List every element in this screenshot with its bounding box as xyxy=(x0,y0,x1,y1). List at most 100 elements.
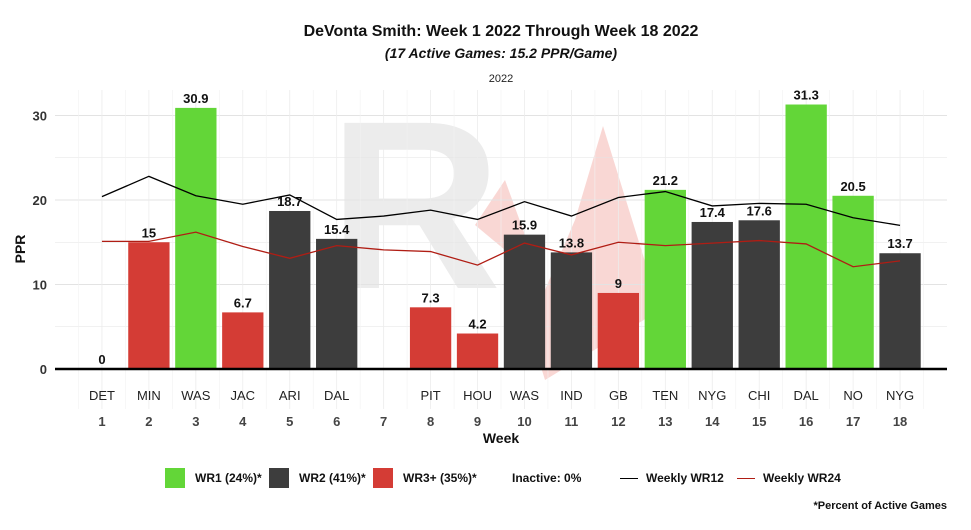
series-line-wr12 xyxy=(101,175,901,226)
bars xyxy=(128,104,921,370)
value-label: 21.2 xyxy=(653,173,678,188)
value-label: 13.7 xyxy=(887,236,912,251)
bar-week-4 xyxy=(222,312,264,369)
legend-swatch-wr3 xyxy=(373,468,393,488)
chart-svg: R 01530.96.718.715.47.34.215.913.8921.21… xyxy=(12,71,947,446)
bar-week-5 xyxy=(269,210,311,369)
x-tick-opponent: CHI xyxy=(748,388,770,403)
x-tick-opponent: WAS xyxy=(510,388,539,403)
value-label: 20.5 xyxy=(840,179,865,194)
x-tick-week: 4 xyxy=(239,414,247,429)
x-tick-week: 15 xyxy=(752,414,766,429)
bar-week-12 xyxy=(597,292,640,369)
value-label: 30.9 xyxy=(183,91,208,106)
value-label: 31.3 xyxy=(794,88,819,103)
x-tick-opponent: ARI xyxy=(279,388,301,403)
legend-swatch-wr2 xyxy=(269,468,289,488)
x-tick-week: 5 xyxy=(286,414,293,429)
y-tick-label: 20 xyxy=(33,193,47,208)
value-label: 17.6 xyxy=(747,203,772,218)
legend-label-wr24: Weekly WR24 xyxy=(763,471,841,485)
legend-swatch-wr1 xyxy=(165,468,185,488)
bar-labels: 0 15 30.9 6.7 18.7 15.4 7.3 4.2 15.9 13.8 9 21.2 17.… xyxy=(98,88,912,367)
value-label: 13.8 xyxy=(559,235,584,250)
legend-line-wr24 xyxy=(737,477,755,479)
value-label: 0 xyxy=(98,352,105,367)
bar-week-9 xyxy=(456,333,499,369)
legend: WR1 (24%)* WR2 (41%)* WR3+ (35%)* Inacti… xyxy=(0,466,971,492)
bar-week-10 xyxy=(503,234,546,369)
value-label: 18.7 xyxy=(277,194,302,209)
x-tick-opponent: WAS xyxy=(181,388,210,403)
x-tick-opponent: NYG xyxy=(886,388,914,403)
bar-week-18 xyxy=(879,253,921,369)
legend-label-wr12: Weekly WR12 xyxy=(646,471,724,485)
x-tick-week: 9 xyxy=(474,414,481,429)
chart-subtitle: (17 Active Games: 15.2 PPR/Game) xyxy=(384,45,618,61)
x-tick-week: 18 xyxy=(893,414,907,429)
x-tick-opponent: DAL xyxy=(324,388,349,403)
x-tick-opponent: TEN xyxy=(652,388,678,403)
legend-item-wr24: Weekly WR24 xyxy=(737,466,841,490)
legend-item-wr2: WR2 (41%)* xyxy=(269,466,366,490)
y-tick-label: 0 xyxy=(40,362,47,377)
series-lines xyxy=(101,175,901,268)
x-tick-week: 11 xyxy=(565,414,579,429)
x-tick-week: 7 xyxy=(380,414,387,429)
bar-week-11 xyxy=(550,252,593,369)
bar-week-15 xyxy=(738,220,780,369)
value-label: 17.4 xyxy=(700,205,726,220)
value-label: 15.9 xyxy=(512,218,537,233)
value-label: 4.2 xyxy=(468,317,486,332)
x-tick-opponent: JAC xyxy=(231,388,256,403)
bar-week-16 xyxy=(785,104,827,369)
bar-week-8 xyxy=(409,307,452,369)
x-tick-opponent: PIT xyxy=(420,388,440,403)
y-tick-label: 30 xyxy=(33,109,47,124)
x-tick-opponent: IND xyxy=(560,388,582,403)
value-label: 6.7 xyxy=(234,295,252,310)
legend-label-inactive: Inactive: 0% xyxy=(512,471,582,485)
bar-week-2 xyxy=(128,242,170,369)
legend-item-wr12: Weekly WR12 xyxy=(620,466,724,490)
x-tick-week: 16 xyxy=(799,414,813,429)
y-axis-label: PPR xyxy=(12,235,28,264)
footnote: *Percent of Active Games xyxy=(813,500,947,512)
x-tick-opponent: DET xyxy=(89,388,115,403)
series-line-wr24 xyxy=(101,231,901,268)
bar-week-17 xyxy=(832,195,874,369)
legend-item-inactive: Inactive: 0% xyxy=(512,466,581,490)
legend-label-wr1: WR1 (24%)* xyxy=(195,471,262,485)
value-label: 9 xyxy=(615,276,622,291)
x-tick-week: 3 xyxy=(192,414,199,429)
value-label: 15 xyxy=(142,225,156,240)
x-tick-week: 13 xyxy=(658,414,672,429)
legend-item-wr3: WR3+ (35%)* xyxy=(373,466,477,490)
x-tick-opponent: GB xyxy=(609,388,628,403)
x-tick-week: 17 xyxy=(846,414,860,429)
x-tick-week: 2 xyxy=(145,414,152,429)
x-tick-week: 1 xyxy=(98,414,105,429)
bar-week-3 xyxy=(175,107,217,370)
x-tick-week: 10 xyxy=(517,414,531,429)
x-tick-week: 12 xyxy=(611,414,625,429)
x-tick-week: 8 xyxy=(427,414,434,429)
chart-title: DeVonta Smith: Week 1 2022 Through Week … xyxy=(303,23,699,40)
facet-label: 2022 xyxy=(488,73,514,85)
x-tick-week: 6 xyxy=(333,414,340,429)
legend-label-wr3: WR3+ (35%)* xyxy=(403,471,477,485)
legend-line-wr12 xyxy=(620,477,638,479)
value-label: 7.3 xyxy=(422,290,440,305)
y-tick-label: 10 xyxy=(33,278,47,293)
axes: 0 10 20 30 DET 1 MIN 2 WAS 3 JAC 4 ARI 5 DAL 6 7 PIT 8 HOU 9… xyxy=(12,109,947,446)
legend-item-wr1: WR1 (24%)* xyxy=(165,466,262,490)
x-tick-opponent: NYG xyxy=(698,388,726,403)
bar-week-6 xyxy=(316,238,358,369)
bar-week-13 xyxy=(644,189,686,369)
x-tick-opponent: HOU xyxy=(463,388,492,403)
x-tick-opponent: MIN xyxy=(137,388,161,403)
x-tick-opponent: DAL xyxy=(794,388,819,403)
value-label: 15.4 xyxy=(324,222,350,237)
x-axis-label: Week xyxy=(483,430,520,446)
x-tick-week: 14 xyxy=(705,414,720,429)
